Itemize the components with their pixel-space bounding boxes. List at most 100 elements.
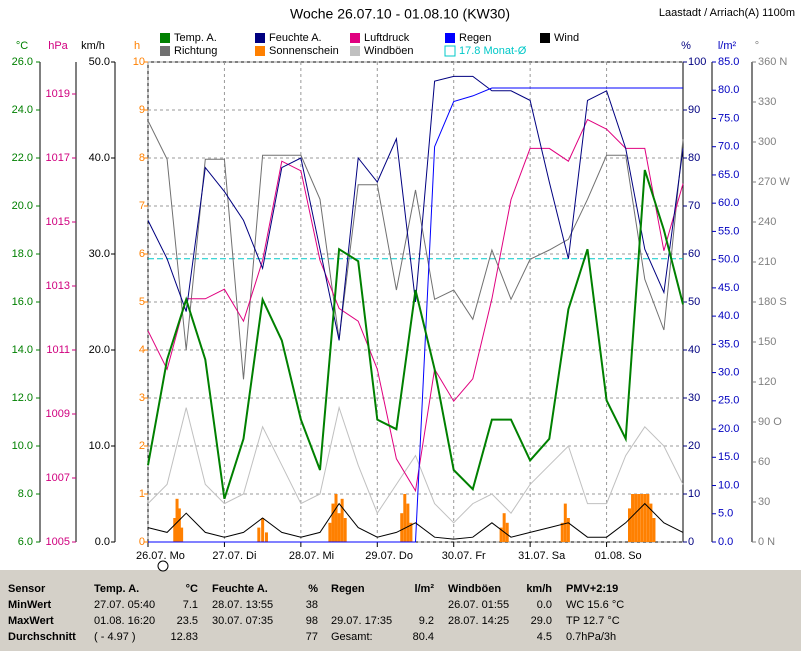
- y-tick-label: 30: [758, 496, 770, 508]
- table-cell: 30.07. 07:35: [212, 615, 273, 627]
- legend-label: Sonnenschein: [269, 45, 339, 57]
- table-header: PMV+2:19: [566, 583, 618, 595]
- table-header: Sensor: [8, 583, 46, 595]
- y-tick-label: 0.0: [95, 536, 110, 548]
- y-tick-label: 5.0: [718, 508, 733, 520]
- table-cell: 4.5: [537, 631, 552, 643]
- y-tick-label: 330: [758, 96, 776, 108]
- x-tick-label: 27.07. Di: [212, 550, 256, 562]
- y-tick-label: 35.0: [718, 338, 739, 350]
- table-header: %: [308, 583, 318, 595]
- table-cell: MaxWert: [8, 615, 54, 627]
- y-tick-label: 65.0: [718, 169, 739, 181]
- table-background: [0, 570, 801, 651]
- axis-label: h: [134, 40, 140, 52]
- y-tick-label: 8: [139, 152, 145, 164]
- x-tick-label: 29.07. Do: [365, 550, 413, 562]
- legend-label: Richtung: [174, 45, 217, 57]
- y-tick-label: 20.0: [12, 200, 33, 212]
- axis-label: l/m²: [718, 40, 737, 52]
- y-tick-label: 1005: [46, 536, 70, 548]
- y-tick-label: 1009: [46, 408, 70, 420]
- y-tick-label: 1017: [46, 152, 70, 164]
- y-tick-label: 6: [139, 248, 145, 260]
- x-tick-label: 01.08. So: [595, 550, 642, 562]
- y-tick-label: 1: [139, 488, 145, 500]
- x-tick-label: 28.07. Mi: [289, 550, 334, 562]
- bar: [652, 518, 656, 542]
- table-cell: Durchschnitt: [8, 631, 76, 643]
- y-tick-label: 70.0: [718, 141, 739, 153]
- y-tick-label: 90 O: [758, 416, 782, 428]
- y-tick-label: 60: [688, 248, 700, 260]
- y-tick-label: 30.0: [89, 248, 110, 260]
- table-header: Windböen: [448, 583, 501, 595]
- y-tick-label: 3: [139, 392, 145, 404]
- table-header: Temp. A.: [94, 583, 139, 595]
- y-tick-label: 8.0: [18, 488, 33, 500]
- bar: [566, 518, 570, 542]
- bar: [646, 494, 650, 542]
- y-tick-label: 50: [688, 296, 700, 308]
- y-tick-label: 60.0: [718, 197, 739, 209]
- y-tick-label: 4: [139, 344, 145, 356]
- legend-swatch: [255, 46, 265, 56]
- y-tick-label: 24.0: [12, 104, 33, 116]
- legend-swatch: [350, 46, 360, 56]
- y-tick-label: 50.0: [718, 254, 739, 266]
- y-tick-label: 70: [688, 200, 700, 212]
- y-tick-label: 40.0: [89, 152, 110, 164]
- y-tick-label: 12.0: [12, 392, 33, 404]
- bar: [337, 513, 341, 542]
- y-tick-label: 18.0: [12, 248, 33, 260]
- y-tick-label: 14.0: [12, 344, 33, 356]
- y-tick-label: 10: [688, 488, 700, 500]
- y-tick-label: 40.0: [718, 310, 739, 322]
- legend-swatch: [540, 33, 550, 43]
- y-tick-label: 15.0: [718, 451, 739, 463]
- y-tick-label: 1015: [46, 216, 70, 228]
- y-tick-label: 60: [758, 456, 770, 468]
- y-tick-label: 20: [688, 440, 700, 452]
- y-tick-label: 240: [758, 216, 776, 228]
- legend-label: Regen: [459, 32, 491, 44]
- axis-label: km/h: [81, 40, 105, 52]
- legend-swatch: [350, 33, 360, 43]
- bar: [334, 494, 338, 542]
- bar: [177, 508, 181, 542]
- table-cell: 27.07. 05:40: [94, 599, 155, 611]
- table-cell: 9.2: [419, 615, 434, 627]
- y-tick-label: 120: [758, 376, 776, 388]
- y-tick-label: 30: [688, 392, 700, 404]
- table-cell: 01.08. 16:20: [94, 615, 155, 627]
- y-tick-label: 0: [688, 536, 694, 548]
- bar: [180, 527, 184, 542]
- scroll-marker: [157, 560, 169, 572]
- bar: [343, 518, 347, 542]
- bar: [643, 494, 647, 542]
- series-line: [147, 120, 684, 380]
- bar: [502, 513, 506, 542]
- bar: [640, 494, 644, 542]
- y-tick-label: 1013: [46, 280, 70, 292]
- legend-label: Luftdruck: [364, 32, 410, 44]
- table-header: Feuchte A.: [212, 583, 268, 595]
- table-cell: 26.07. 01:55: [448, 599, 509, 611]
- table-cell: 29.07. 17:35: [331, 615, 392, 627]
- y-tick-label: 50.0: [89, 56, 110, 68]
- axis-label: hPa: [48, 40, 68, 52]
- bar: [634, 494, 638, 542]
- legend-label: Windböen: [364, 45, 414, 57]
- y-tick-label: 270 W: [758, 176, 790, 188]
- bar: [499, 527, 503, 542]
- axis-label: °: [755, 40, 759, 52]
- bar: [328, 522, 332, 542]
- y-tick-label: 45.0: [718, 282, 739, 294]
- y-tick-label: 5: [139, 296, 145, 308]
- axis-label: %: [681, 40, 691, 52]
- y-tick-label: 210: [758, 256, 776, 268]
- y-tick-label: 30.0: [718, 366, 739, 378]
- bar: [409, 522, 413, 542]
